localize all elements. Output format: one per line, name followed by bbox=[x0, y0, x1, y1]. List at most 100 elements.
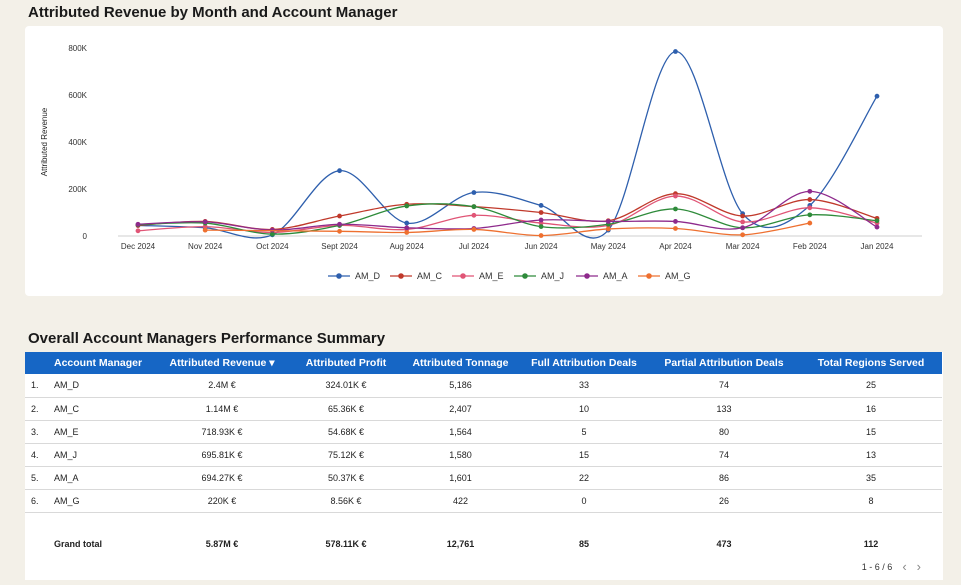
data-point-am_a[interactable] bbox=[605, 219, 611, 224]
series-line-am_j bbox=[137, 203, 878, 235]
legend-label-am_g[interactable]: AM_G bbox=[665, 271, 691, 281]
data-point-am_j[interactable] bbox=[807, 212, 813, 218]
header-full-attribution-deals[interactable]: Full Attribution Deals bbox=[531, 357, 637, 369]
tonnage-cell: 1,580 bbox=[449, 449, 472, 460]
data-point-am_j[interactable] bbox=[538, 224, 544, 230]
profit-cell: 54.68K € bbox=[327, 426, 365, 437]
data-point-am_a[interactable] bbox=[135, 221, 141, 227]
data-point-am_j[interactable] bbox=[269, 231, 275, 237]
legend-label-am_j[interactable]: AM_J bbox=[541, 271, 564, 281]
account-manager-name: AM_J bbox=[54, 449, 78, 460]
data-point-am_g[interactable] bbox=[538, 233, 544, 238]
data-point-am_g[interactable] bbox=[471, 227, 477, 232]
data-point-am_e[interactable] bbox=[740, 219, 746, 225]
data-point-am_a[interactable] bbox=[673, 219, 678, 224]
partial-cell: 133 bbox=[716, 403, 732, 414]
data-point-am_j[interactable] bbox=[874, 218, 880, 224]
table-row[interactable]: 6. AM_G 220K € 8.56K € 422 0 26 8 bbox=[25, 489, 942, 512]
y-tick-label: 800K bbox=[68, 44, 87, 53]
table-row[interactable]: 4. AM_J 695.81K € 75.12K € 1,580 15 74 13 bbox=[25, 443, 942, 466]
chart-title: Attributed Revenue by Month and Account … bbox=[28, 4, 398, 21]
data-point-am_g[interactable] bbox=[807, 220, 813, 226]
data-point-am_a[interactable] bbox=[807, 188, 813, 194]
x-tick-label: Jan 2024 bbox=[861, 242, 894, 251]
regions-cell: 35 bbox=[865, 472, 876, 483]
data-point-am_d[interactable] bbox=[404, 220, 410, 226]
data-point-am_j[interactable] bbox=[673, 206, 678, 212]
tonnage-cell: 1,601 bbox=[449, 472, 472, 483]
table-row[interactable]: 5. AM_A 694.27K € 50.37K € 1,601 22 86 35 bbox=[25, 466, 942, 489]
data-point-am_a[interactable] bbox=[740, 225, 746, 231]
row-index: 4. bbox=[31, 449, 39, 460]
data-point-am_d[interactable] bbox=[337, 168, 342, 174]
table-row[interactable]: 3. AM_E 718.93K € 54.68K € 1,564 5 80 15 bbox=[25, 420, 942, 443]
y-tick-label: 600K bbox=[68, 91, 87, 100]
legend-label-am_c[interactable]: AM_C bbox=[417, 271, 443, 281]
data-point-am_e[interactable] bbox=[202, 224, 208, 230]
data-point-am_d[interactable] bbox=[673, 49, 678, 54]
data-point-am_d[interactable] bbox=[538, 203, 544, 208]
legend-label-am_a[interactable]: AM_A bbox=[603, 271, 628, 281]
data-point-am_a[interactable] bbox=[337, 221, 342, 227]
data-point-am_g[interactable] bbox=[673, 226, 678, 231]
grand-total-row: Grand total 5.87M € 578.11K € 12,761 85 473 11… bbox=[25, 512, 942, 568]
header-total-regions-served[interactable]: Total Regions Served bbox=[817, 357, 925, 369]
table-row[interactable]: 1. AM_D 2.4M € 324.01K € 5,186 33 74 25 bbox=[25, 374, 942, 397]
data-point-am_a[interactable] bbox=[538, 217, 544, 223]
data-point-am_j[interactable] bbox=[471, 204, 477, 210]
row-index: 3. bbox=[31, 426, 39, 437]
x-tick-label: Sept 2024 bbox=[321, 242, 358, 251]
profit-cell: 65.36K € bbox=[327, 403, 365, 414]
tonnage-cell: 2,407 bbox=[449, 403, 472, 414]
header-partial-attribution-deals[interactable]: Partial Attribution Deals bbox=[664, 357, 784, 369]
chevron-right-icon[interactable]: › bbox=[916, 559, 921, 574]
data-point-am_g[interactable] bbox=[337, 228, 342, 234]
regions-cell: 15 bbox=[865, 426, 876, 437]
regions-cell: 16 bbox=[865, 403, 876, 414]
table-row[interactable]: 2. AM_C 1.14M € 65.36K € 2,407 10 133 16 bbox=[25, 397, 942, 420]
header-attributed-revenue[interactable]: Attributed Revenue ▾ bbox=[169, 357, 275, 369]
account-manager-cell: 5. AM_A bbox=[25, 466, 153, 489]
chart-card: 0 200K 400K 600K 800K Attributed Revenue Dec 2… bbox=[25, 26, 943, 296]
data-point-am_e[interactable] bbox=[135, 228, 141, 234]
x-tick-label: Dec 2024 bbox=[121, 242, 156, 251]
x-tick-label: Jun 2024 bbox=[525, 242, 558, 251]
data-point-am_j[interactable] bbox=[404, 203, 410, 209]
header-account-manager[interactable]: Account Manager bbox=[54, 357, 143, 369]
chevron-left-icon[interactable]: ‹ bbox=[902, 559, 907, 574]
header-attributed-profit[interactable]: Attributed Profit bbox=[305, 357, 387, 369]
data-point-am_e[interactable] bbox=[471, 212, 477, 218]
data-point-am_c[interactable] bbox=[740, 213, 746, 219]
legend-label-am_e[interactable]: AM_E bbox=[479, 271, 504, 281]
data-point-am_c[interactable] bbox=[538, 210, 544, 215]
data-point-am_e[interactable] bbox=[807, 205, 813, 211]
data-point-am_a[interactable] bbox=[404, 225, 410, 231]
header-attributed-tonnage[interactable]: Attributed Tonnage bbox=[412, 357, 509, 369]
data-point-am_a[interactable] bbox=[202, 219, 208, 225]
data-point-am_d[interactable] bbox=[874, 93, 880, 99]
row-index: 2. bbox=[31, 403, 39, 414]
data-point-am_c[interactable] bbox=[807, 197, 813, 202]
y-axis-label: Attributed Revenue bbox=[40, 107, 49, 176]
data-point-am_c[interactable] bbox=[337, 213, 342, 219]
partial-cell: 80 bbox=[718, 426, 729, 437]
data-point-am_g[interactable] bbox=[202, 227, 208, 233]
account-manager-name: AM_D bbox=[54, 380, 80, 391]
data-point-am_g[interactable] bbox=[404, 230, 410, 235]
legend-marker-am_c bbox=[398, 273, 404, 279]
y-tick-label: 200K bbox=[68, 185, 87, 194]
revenue-cell: 718.93K € bbox=[201, 426, 243, 437]
data-point-am_g[interactable] bbox=[740, 232, 746, 238]
regions-cell: 8 bbox=[868, 495, 874, 506]
x-tick-label: Aug 2024 bbox=[390, 242, 425, 251]
x-tick-label: Nov 2024 bbox=[188, 242, 223, 251]
pagination: 1 - 6 / 6 ‹ › bbox=[862, 559, 921, 574]
total-tonnage: 12,761 bbox=[446, 539, 475, 550]
data-point-am_e[interactable] bbox=[673, 193, 678, 199]
data-point-am_d[interactable] bbox=[471, 190, 477, 195]
data-point-am_a[interactable] bbox=[874, 224, 880, 230]
legend-label-am_d[interactable]: AM_D bbox=[355, 271, 381, 281]
data-point-am_g[interactable] bbox=[605, 226, 611, 232]
revenue-cell: 1.14M € bbox=[205, 403, 239, 414]
account-manager-name: AM_G bbox=[54, 495, 80, 506]
